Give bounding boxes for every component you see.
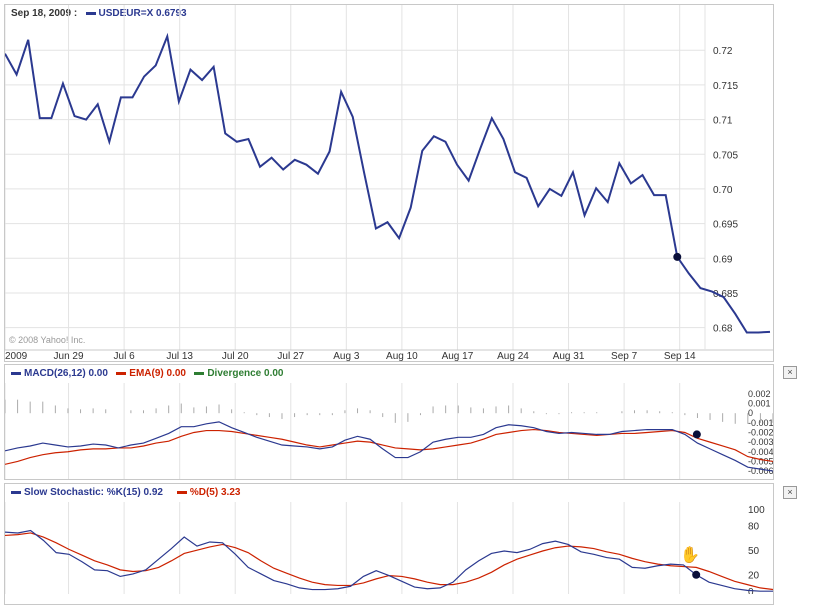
macd-y-tick-label: 0.001: [748, 399, 771, 409]
price-y-tick-label: 0.715: [713, 81, 738, 92]
price-x-tick-label: Aug 24: [497, 351, 529, 361]
macd-y-tick-label: -0.004: [748, 447, 773, 457]
price-y-tick-label: 0.68: [713, 324, 733, 335]
macd-close-button[interactable]: ×: [783, 366, 797, 379]
watermark: © 2008 Yahoo! Inc.: [9, 335, 85, 345]
price-chart: 0.720.7150.710.7050.700.6950.690.6850.68…: [5, 5, 773, 361]
d-line: [5, 533, 773, 590]
price-marker-dot: [673, 253, 681, 261]
hand-icon: ✋: [680, 545, 700, 565]
macd-panel: MACD(26,12) 0.00 EMA(9) 0.00 Divergence …: [4, 364, 774, 480]
stochastic-y-tick-label: 100: [748, 505, 765, 516]
price-x-tick-label: Jul 13: [166, 351, 193, 361]
macd-y-tick-label: -0.003: [748, 437, 773, 447]
price-x-tick-label: Jun 29: [54, 351, 84, 361]
stochastic-panel: Slow Stochastic: %K(15) 0.92 %D(5) 3.23 …: [4, 483, 774, 605]
price-y-tick-label: 0.705: [713, 150, 738, 161]
price-x-tick-label: Aug 17: [442, 351, 474, 361]
price-x-tick-label: Aug 3: [333, 351, 360, 361]
price-y-tick-label: 0.70: [713, 185, 733, 196]
stochastic-close-button[interactable]: ×: [783, 486, 797, 499]
price-y-tick-label: 0.695: [713, 220, 738, 231]
stochastic-marker-dot: [692, 571, 700, 579]
price-x-tick-label: Jul 27: [277, 351, 304, 361]
stochastic-y-tick-label: 80: [748, 521, 760, 532]
macd-y-tick-label: -0.002: [748, 427, 773, 437]
price-x-tick-label: Jul 20: [222, 351, 249, 361]
stochastic-y-tick-label: 20: [748, 571, 760, 582]
price-series-line: [5, 36, 770, 332]
price-y-tick-label: 0.71: [713, 116, 733, 127]
price-y-tick-label: 0.69: [713, 254, 733, 265]
price-x-tick-label: Jul 6: [114, 351, 136, 361]
stochastic-y-tick-label: 50: [748, 546, 760, 557]
macd-y-tick-label: 0.002: [748, 389, 771, 399]
price-x-tick-label: Aug 31: [553, 351, 585, 361]
macd-y-tick-label: 0: [748, 408, 753, 418]
price-y-tick-label: 0.72: [713, 46, 733, 57]
k-line: [5, 531, 773, 592]
macd-marker-dot: [693, 430, 701, 438]
price-x-tick-label: Aug 10: [386, 351, 418, 361]
price-x-tick-label: Sep 7: [611, 351, 638, 361]
macd-chart: 0.0020.0010-0.001-0.002-0.003-0.004-0.00…: [5, 365, 773, 479]
price-x-tick-label: Sep 14: [664, 351, 696, 361]
price-x-tick-label: 2009: [5, 351, 28, 361]
